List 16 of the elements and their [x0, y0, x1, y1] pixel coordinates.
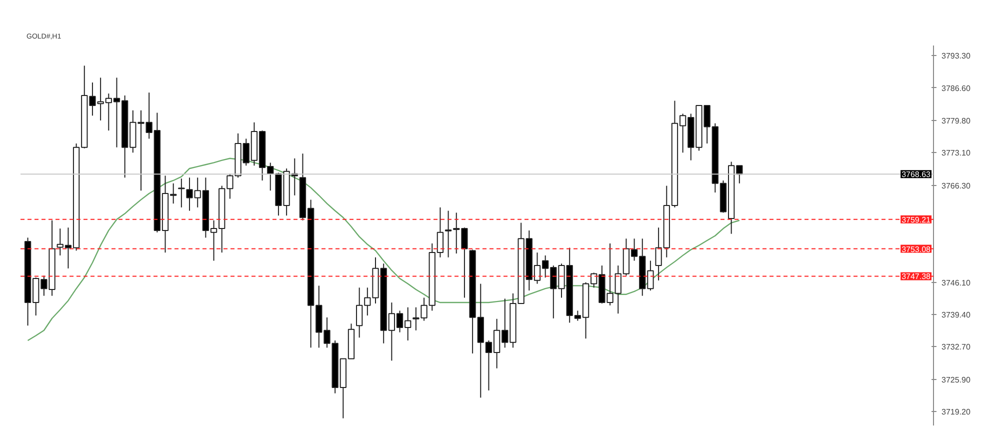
y-tick-label: 3746.10: [942, 278, 971, 288]
y-tick-label: 3779.80: [942, 116, 971, 126]
y-tick-label: 3793.30: [942, 52, 971, 61]
candlestick: [178, 178, 185, 208]
y-tick-label: 3786.60: [942, 84, 971, 93]
candlestick: [444, 210, 452, 258]
y-tick-label: 3766.30: [942, 181, 971, 190]
ref-line-label: 3759.21: [902, 215, 932, 224]
y-tick-label: 3732.70: [942, 342, 971, 352]
y-tick-label: 3739.40: [942, 310, 971, 320]
y-tick-label: 3725.90: [942, 375, 971, 384]
ref-line-label: 3768.63: [902, 170, 932, 180]
ref-line-label: 3747.38: [902, 272, 932, 282]
y-tick-label: 3773.10: [942, 148, 971, 158]
ref-line-label: 3753.08: [902, 244, 932, 254]
y-tick-label: 3719.20: [942, 408, 971, 417]
